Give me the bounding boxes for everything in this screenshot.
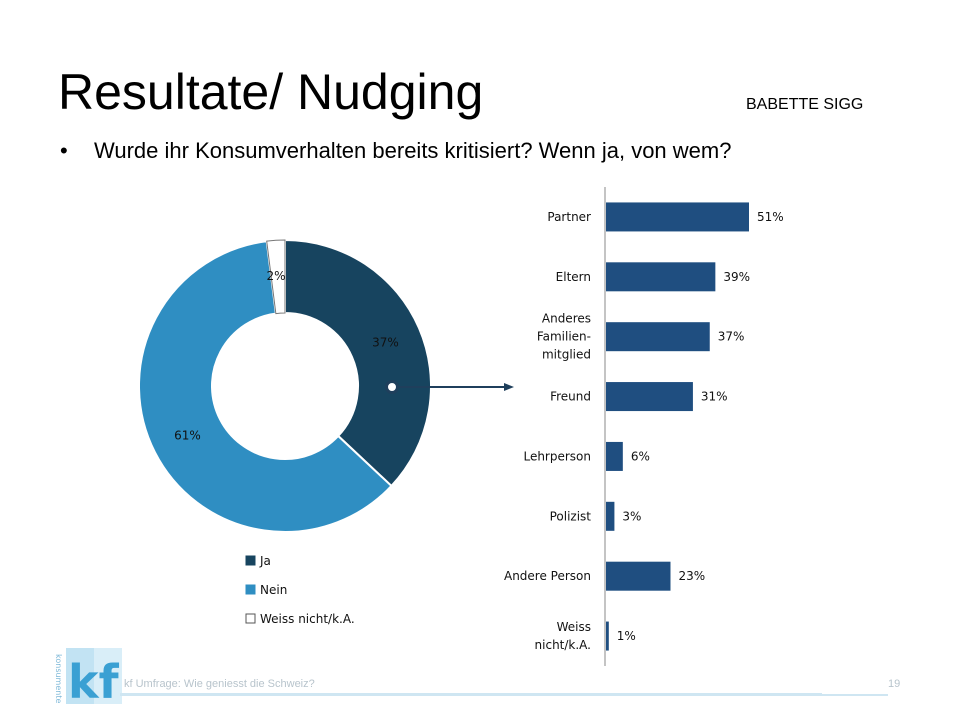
bar-value-freund: 31% (701, 390, 728, 404)
donut-slice-nein (138, 240, 393, 533)
logo-text: kf (68, 655, 120, 704)
donut-legend: Ja Nein Weiss nicht/k.A. (245, 554, 355, 626)
bar-category-partner: Partner (547, 210, 591, 224)
bullet-icon: • (60, 138, 68, 163)
bar-weiss-nicht-k-a (606, 621, 609, 651)
bar-category-andere-person: Andere Person (504, 569, 591, 583)
bar-freund (606, 382, 693, 412)
legend-label-ja: Ja (259, 554, 271, 568)
question-bullet: • Wurde ihr Konsumverhalten bereits kriti… (60, 136, 731, 166)
legend-label-weiss-nicht-k-a: Weiss nicht/k.A. (260, 612, 355, 626)
donut-label-ja: 37% (372, 336, 399, 350)
legend-swatch-ja (245, 555, 256, 566)
bar-category-lehrperson: Lehrperson (523, 449, 591, 463)
connector-arrowhead-icon (504, 383, 514, 391)
donut-label-weiss-nicht-k-a: 2% (266, 269, 285, 283)
bar-eltern (606, 262, 716, 292)
bar-value-andere-person: 23% (678, 569, 705, 583)
page-number: 19 (888, 678, 901, 690)
bar-lehrperson (606, 441, 623, 471)
legend-swatch-weiss-nicht-k-a (245, 613, 256, 624)
bar-value-lehrperson: 6% (631, 449, 650, 463)
legend-label-nein: Nein (260, 583, 287, 597)
bar-polizist (606, 501, 615, 531)
bar-value-polizist: 3% (622, 509, 641, 523)
footer-rule-end (822, 694, 888, 696)
bar-category-eltern: Eltern (556, 270, 591, 284)
question-text: Wurde ihr Konsumverhalten bereits kritis… (94, 138, 732, 163)
connector-arrow (385, 380, 514, 394)
bar-anderes-familien-mitglied (606, 322, 710, 352)
bar-category-freund: Freund (550, 390, 591, 404)
legend-swatch-nein (245, 584, 256, 595)
donut-slice-ja (284, 238, 432, 488)
bar-category-weiss-nicht-k-a: Weiss nicht/k.A. (535, 620, 591, 652)
bar-value-anderes-familien-mitglied: 37% (718, 330, 745, 344)
donut-label-nein: 61% (174, 429, 201, 443)
bar-value-weiss-nicht-k-a: 1% (617, 629, 636, 643)
bar-category-polizist: Polizist (550, 509, 592, 523)
bar-category-anderes-familien-mitglied: Anderes Familien-mitglied (537, 312, 591, 362)
bar-andere-person (606, 561, 671, 591)
logo-side-text: konsumenten forum (54, 654, 63, 704)
connector-start-dot (385, 380, 399, 394)
author-name: BABETTE SIGG (746, 96, 864, 113)
donut-slice-weiss-nicht-k-a (266, 239, 286, 315)
bar-partner (606, 202, 749, 232)
slide-title: Resultate/ Nudging (58, 64, 484, 120)
footer-source: kf Umfrage: Wie geniesst die Schweiz? (124, 678, 315, 690)
footer-rule (120, 693, 822, 696)
bar-chart: 51% Partner 39% Eltern 37% Anderes Familien-mi… (504, 187, 784, 666)
bar-value-partner: 51% (757, 210, 784, 224)
kf-logo: konsumenten forum kf (48, 648, 122, 704)
bar-value-eltern: 39% (723, 270, 750, 284)
donut-chart: 37% 61% 2% (138, 238, 432, 533)
